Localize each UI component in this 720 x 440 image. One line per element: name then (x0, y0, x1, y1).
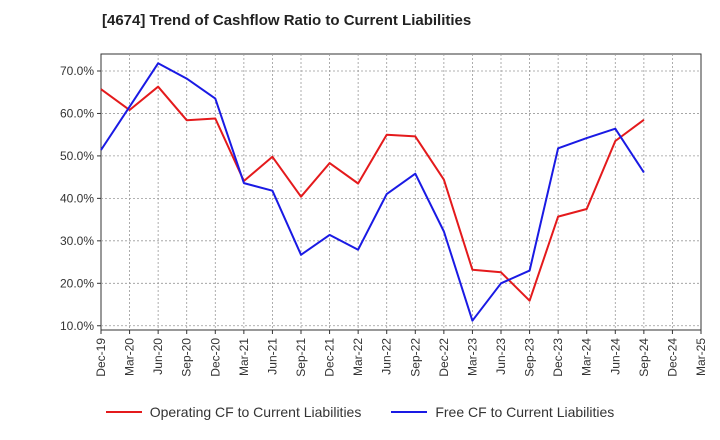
legend-swatch-free-cf (391, 411, 428, 413)
legend-item-operating-cf: Operating CF to Current Liabilities (105, 404, 362, 420)
x-tick-label: Dec-24 (665, 338, 679, 377)
x-tick-label: Dec-22 (437, 338, 451, 377)
x-tick-label: Mar-25 (694, 338, 708, 376)
series-line-free-cf (100, 62, 645, 322)
x-tick-label: Dec-19 (94, 338, 108, 377)
y-tick-label: 20.0% (60, 276, 94, 290)
x-tick-label: Dec-23 (551, 338, 565, 377)
y-tick-label: 30.0% (60, 234, 94, 248)
x-tick-label: Jun-22 (380, 338, 394, 375)
x-tick-label: Jun-24 (608, 338, 622, 375)
x-tick-label: Sep-20 (180, 338, 194, 377)
x-tick-label: Sep-21 (294, 338, 308, 377)
x-tick-label: Dec-21 (323, 338, 337, 377)
x-tick-label: Sep-22 (408, 338, 422, 377)
plot-area (100, 53, 702, 331)
x-tick-label: Mar-21 (237, 338, 251, 376)
y-tick-label: 50.0% (60, 149, 94, 163)
x-tick-label: Jun-21 (265, 338, 279, 375)
y-tick-label: 70.0% (60, 64, 94, 78)
legend-item-free-cf: Free CF to Current Liabilities (391, 404, 614, 420)
x-tick-label: Sep-23 (523, 338, 537, 377)
x-tick-label: Mar-22 (351, 338, 365, 376)
x-tick-label: Mar-24 (580, 338, 594, 376)
x-tick-label: Jun-23 (494, 338, 508, 375)
series-line-operating-cf (100, 85, 645, 302)
x-tick-label: Jun-20 (151, 338, 165, 375)
y-tick-label: 60.0% (60, 106, 94, 120)
y-tick-label: 40.0% (60, 191, 94, 205)
x-tick-label: Mar-20 (123, 338, 137, 376)
chart-title: [4674] Trend of Cashflow Ratio to Curren… (102, 12, 472, 29)
legend-swatch-operating-cf (105, 411, 142, 413)
x-tick-label: Dec-20 (208, 338, 222, 377)
legend-label-free-cf: Free CF to Current Liabilities (435, 404, 615, 420)
x-tick-label: Mar-23 (465, 338, 479, 376)
legend-label-operating-cf: Operating CF to Current Liabilities (149, 404, 362, 420)
x-tick-label: Sep-24 (637, 338, 651, 377)
y-tick-label: 10.0% (60, 319, 94, 333)
legend: Operating CF to Current Liabilities Free… (0, 404, 720, 420)
